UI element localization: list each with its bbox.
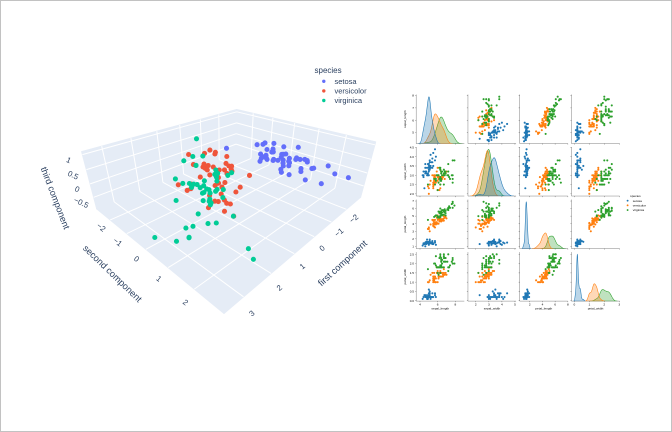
svg-text:0: 0 (573, 302, 575, 306)
svg-text:petal_length: petal_length (403, 215, 407, 232)
svg-text:4: 4 (501, 302, 503, 306)
svg-text:6: 6 (554, 302, 556, 306)
svg-text:sepal_width: sepal_width (484, 307, 501, 311)
svg-text:4: 4 (419, 302, 421, 306)
svg-text:0.0: 0.0 (410, 299, 415, 303)
svg-text:0.5: 0.5 (410, 290, 415, 294)
svg-text:petal_length: petal_length (535, 307, 552, 311)
svg-text:1: 1 (412, 244, 414, 248)
svg-text:petal_width: petal_width (588, 307, 604, 311)
svg-text:0: 0 (73, 184, 81, 194)
svg-text:6: 6 (412, 207, 414, 211)
svg-text:sepal_length: sepal_length (403, 110, 407, 128)
svg-text:2: 2 (275, 283, 284, 293)
svg-text:−1: −1 (111, 236, 124, 249)
svg-text:2: 2 (181, 298, 190, 308)
svg-text:versicolor: versicolor (335, 87, 368, 96)
svg-text:2.0: 2.0 (410, 192, 415, 196)
svg-text:0: 0 (132, 254, 141, 264)
svg-text:2: 2 (475, 302, 477, 306)
svg-text:3.0: 3.0 (410, 173, 415, 177)
svg-text:species: species (315, 66, 342, 75)
svg-text:1: 1 (298, 262, 307, 272)
svg-text:3: 3 (247, 309, 256, 319)
svg-text:−1: −1 (333, 226, 346, 239)
svg-text:first component: first component (316, 238, 369, 288)
svg-text:0: 0 (318, 243, 328, 253)
svg-text:2.5: 2.5 (410, 183, 415, 187)
svg-text:sepal_length: sepal_length (431, 307, 449, 311)
svg-text:8: 8 (412, 94, 414, 98)
svg-text:3: 3 (618, 302, 620, 306)
svg-text:2: 2 (603, 302, 605, 306)
svg-text:−0.5: −0.5 (72, 195, 90, 210)
svg-text:sepal_width: sepal_width (403, 163, 407, 180)
svg-text:2: 2 (412, 237, 414, 241)
svg-text:6: 6 (437, 302, 439, 306)
svg-text:setosa: setosa (335, 77, 358, 86)
svg-text:4.0: 4.0 (410, 155, 415, 159)
svg-text:2.0: 2.0 (410, 262, 415, 266)
svg-text:−2: −2 (348, 212, 361, 225)
svg-text:6: 6 (412, 118, 414, 122)
svg-text:5: 5 (514, 302, 516, 306)
svg-text:virginica: virginica (633, 208, 645, 212)
svg-text:2.5: 2.5 (410, 252, 415, 256)
svg-text:1.5: 1.5 (410, 271, 415, 275)
svg-text:5: 5 (412, 214, 414, 218)
svg-text:species: species (630, 194, 641, 198)
svg-text:3: 3 (488, 302, 490, 306)
svg-text:7: 7 (412, 199, 414, 203)
svg-text:4: 4 (412, 222, 414, 226)
svg-text:0.5: 0.5 (66, 169, 80, 182)
svg-text:1: 1 (588, 302, 590, 306)
svg-text:virginica: virginica (335, 96, 363, 105)
svg-text:versicolor: versicolor (633, 203, 646, 207)
svg-text:1.0: 1.0 (410, 280, 415, 284)
svg-text:8: 8 (454, 302, 456, 306)
svg-text:1: 1 (154, 274, 163, 284)
svg-text:setosa: setosa (633, 199, 642, 203)
svg-text:1: 1 (65, 155, 73, 165)
svg-text:2: 2 (529, 302, 531, 306)
svg-text:−2: −2 (95, 221, 108, 234)
svg-text:3: 3 (412, 229, 414, 233)
svg-text:8: 8 (567, 302, 569, 306)
svg-text:4.5: 4.5 (410, 145, 415, 149)
svg-text:petal_width: petal_width (403, 268, 407, 284)
svg-text:second component: second component (81, 243, 144, 304)
svg-text:5: 5 (412, 131, 414, 135)
svg-text:4: 4 (542, 302, 544, 306)
svg-text:7: 7 (412, 106, 414, 110)
svg-text:3.5: 3.5 (410, 164, 415, 168)
